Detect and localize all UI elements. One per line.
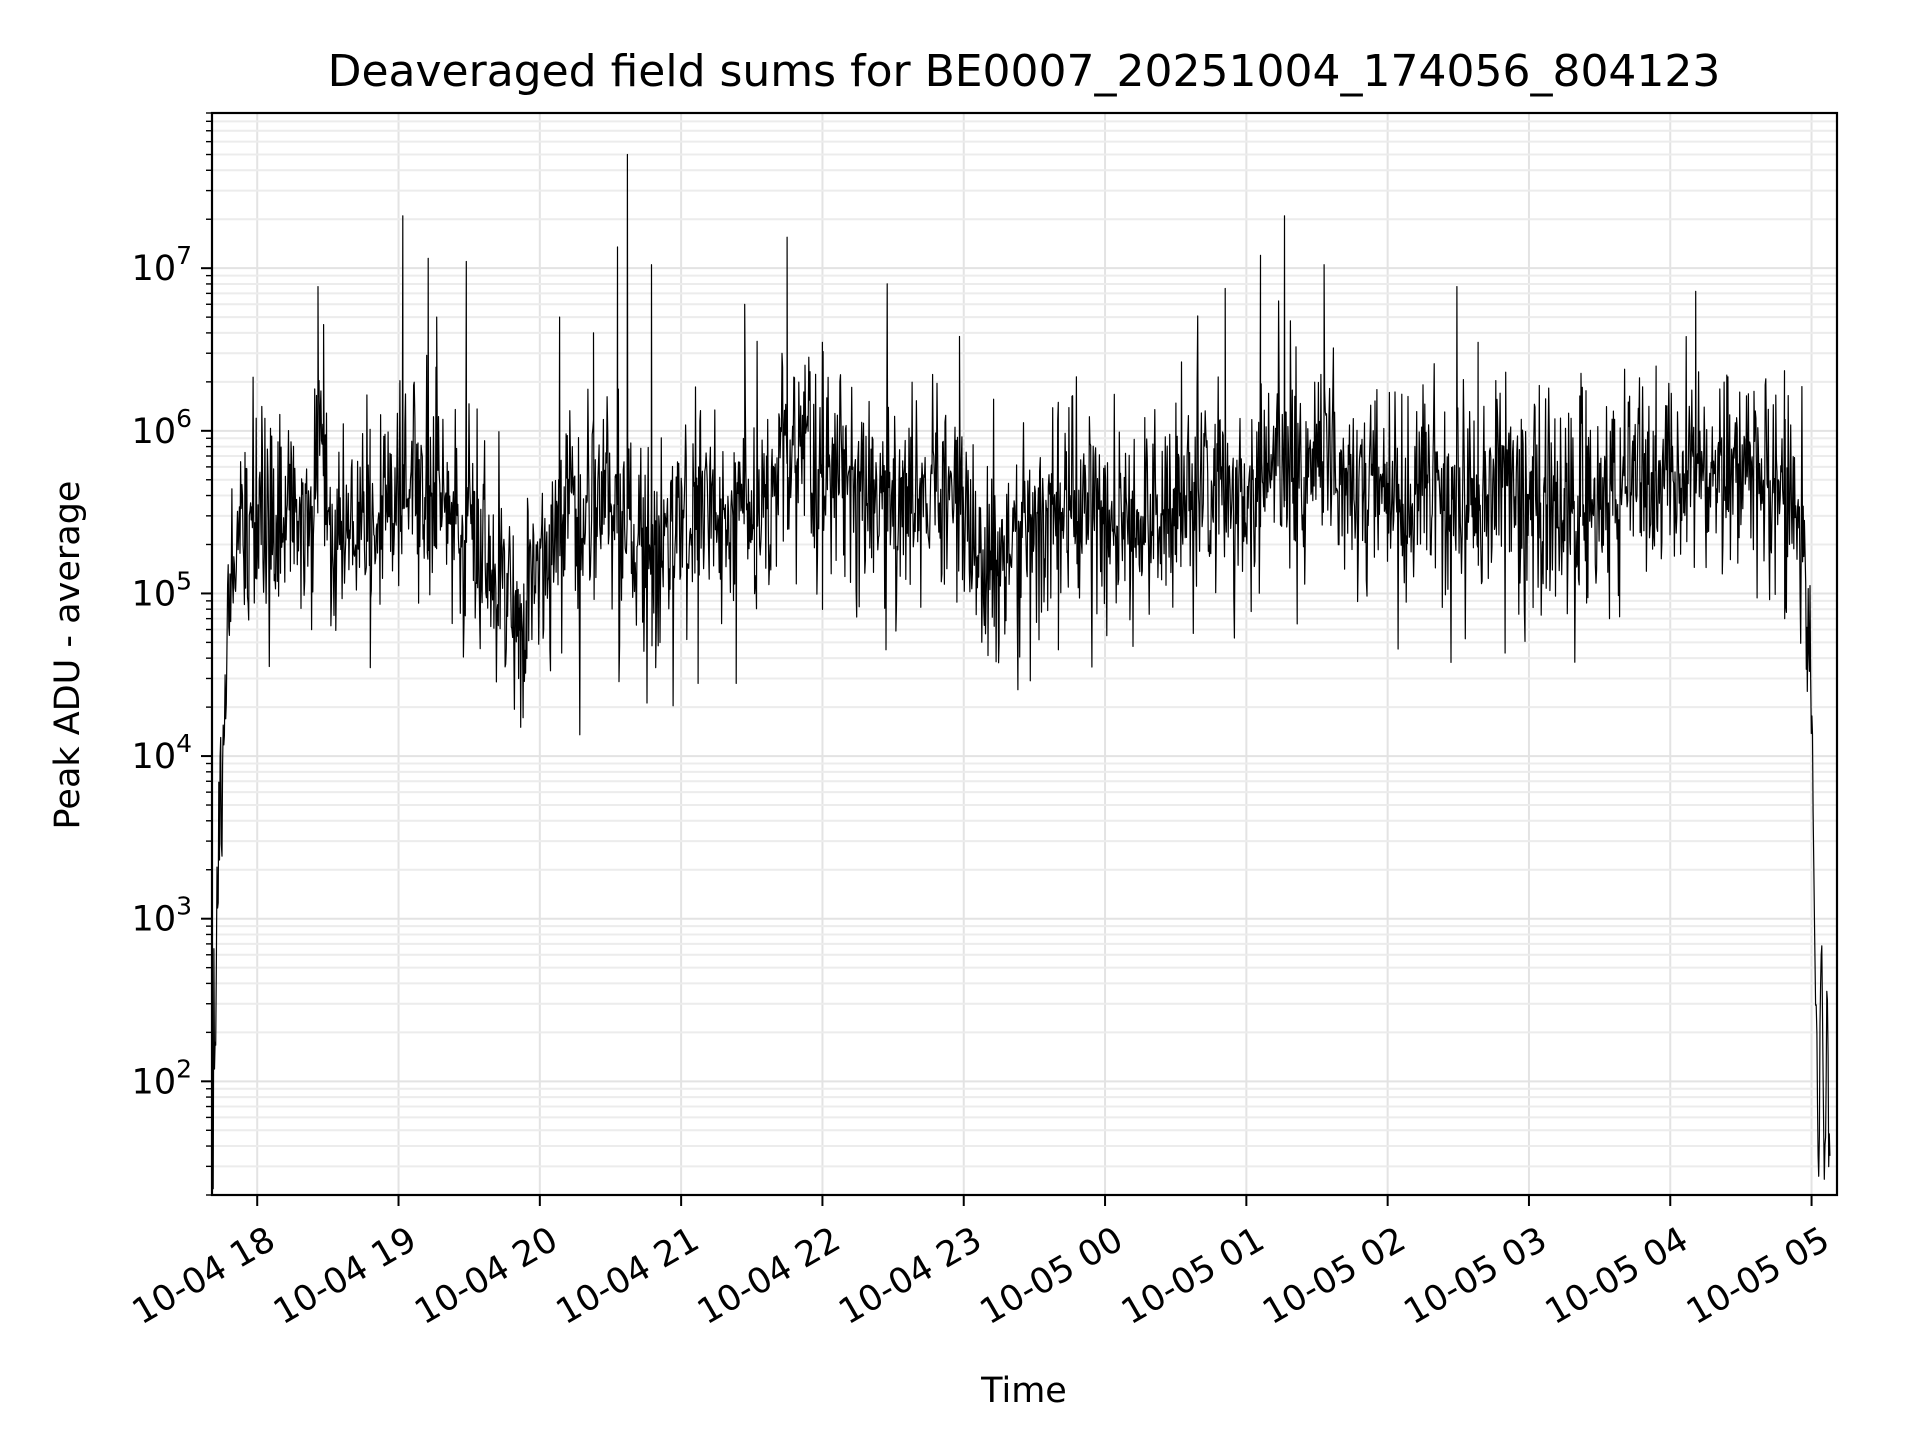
y-tick-label: 104 [132, 729, 192, 777]
y-axis-label: Peak ADU - average [48, 481, 88, 830]
grid-layer [212, 112, 1837, 1196]
series-line [211, 153, 1831, 1196]
plot-frame [210, 111, 1839, 1197]
y-tick-label: 106 [132, 404, 192, 452]
y-tick-label: 105 [132, 566, 192, 614]
series-layer [211, 153, 1831, 1196]
y-tick-label: 107 [132, 241, 192, 289]
x-axis-label: Time [980, 1371, 1067, 1411]
chart-title: Deaveraged field sums for BE0007_2025100… [328, 46, 1721, 97]
y-tick-label: 103 [132, 892, 192, 940]
y-tick-label: 102 [132, 1054, 192, 1102]
